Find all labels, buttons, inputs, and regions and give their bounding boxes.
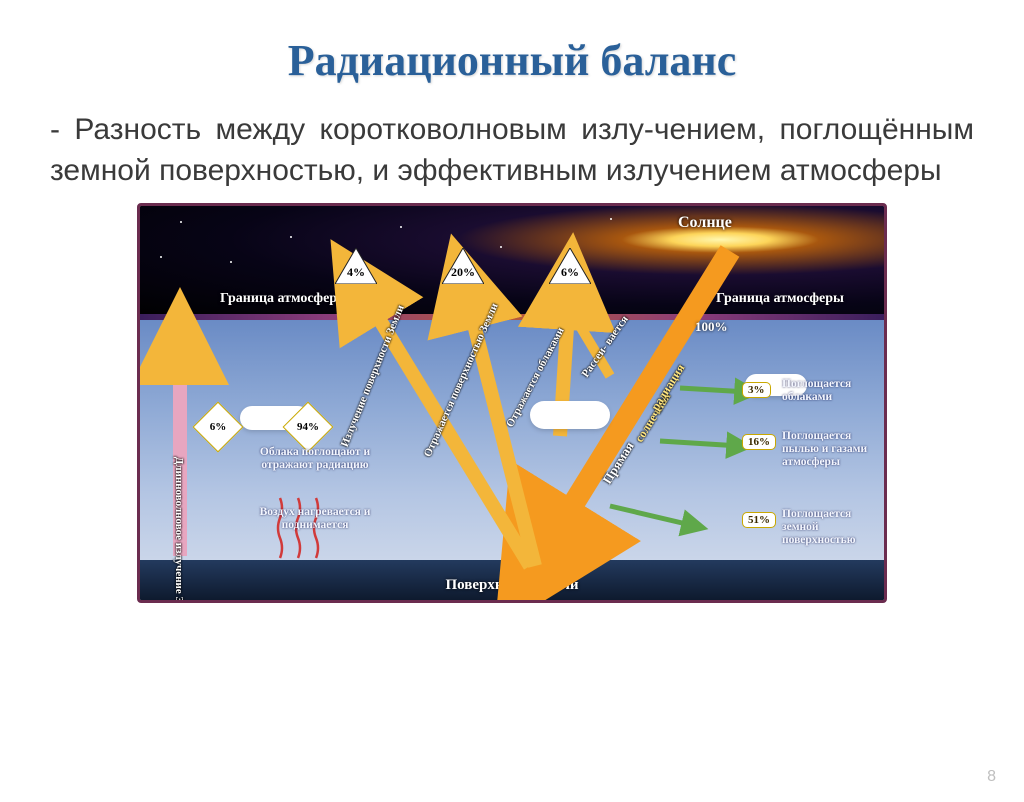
absorb-percent-badge: 3% xyxy=(742,382,771,398)
absorb-percent-badge: 51% xyxy=(742,512,776,528)
outgoing-triangle: 6% xyxy=(549,248,591,284)
left-desc-text: Воздух нагревается и поднимается xyxy=(240,506,390,532)
absorb-percent-badge: 16% xyxy=(742,434,776,450)
outgoing-triangle: 20% xyxy=(442,248,484,284)
cloud xyxy=(530,401,610,429)
definition-text: - Разность между коротковолновым излу-че… xyxy=(50,110,974,191)
absorb-text: Поглощается облаками xyxy=(782,378,887,404)
outgoing-triangle: 4% xyxy=(335,248,377,284)
upward-arrow-label: Длинноволновое излучение Земли xyxy=(172,457,184,603)
radiation-diagram: Солнце Граница атмосферы Граница атмосфе… xyxy=(137,203,887,603)
left-desc-text: Облака поглощают и отражают радиацию xyxy=(240,446,390,472)
absorb-text: Поглощается земной поверхностью xyxy=(782,508,887,548)
page-title: Радиационный баланс xyxy=(0,35,1024,86)
page-number: 8 xyxy=(987,768,996,786)
absorb-text: Поглощается пылью и газами атмосферы xyxy=(782,430,887,470)
incoming-percent: 100% xyxy=(695,320,728,333)
